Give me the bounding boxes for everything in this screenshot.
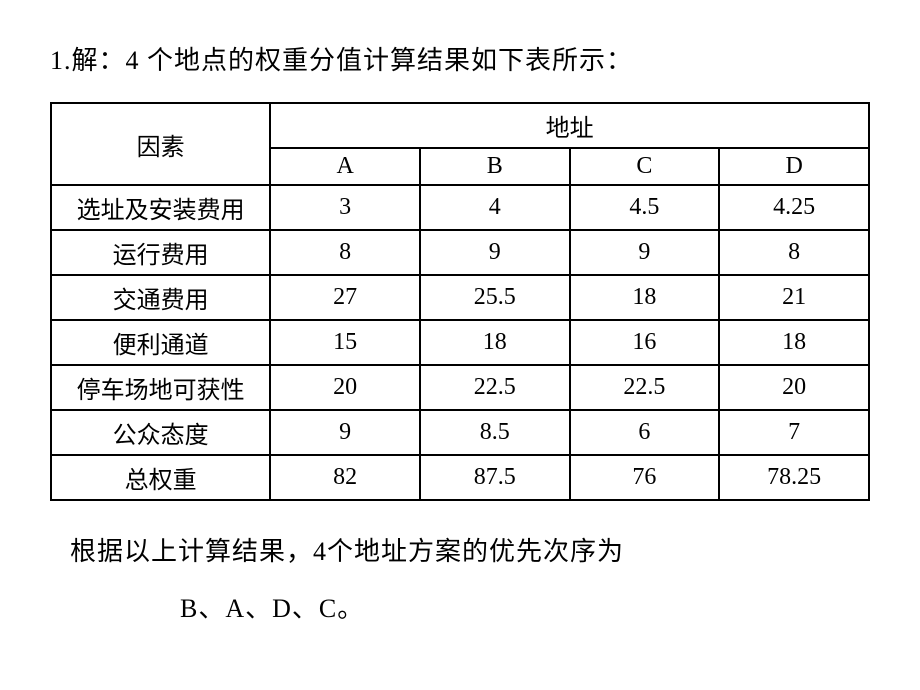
value-cell: 76 (570, 455, 720, 500)
value-cell: 18 (719, 320, 869, 365)
value-cell: 4 (420, 185, 570, 230)
column-header-d: D (719, 148, 869, 185)
value-cell: 7 (719, 410, 869, 455)
value-cell: 18 (420, 320, 570, 365)
location-header-cell: 地址 (270, 103, 869, 148)
ranking-text: B、A、D、C。 (50, 588, 870, 625)
factor-cell: 选址及安装费用 (51, 185, 270, 230)
value-cell: 15 (270, 320, 420, 365)
table-row: 运行费用 8 9 9 8 (51, 230, 869, 275)
value-cell: 16 (570, 320, 720, 365)
value-cell: 20 (270, 365, 420, 410)
table-row: 停车场地可获性 20 22.5 22.5 20 (51, 365, 869, 410)
value-cell: 9 (270, 410, 420, 455)
value-cell: 25.5 (420, 275, 570, 320)
factor-cell: 总权重 (51, 455, 270, 500)
value-cell: 4.25 (719, 185, 869, 230)
value-cell: 78.25 (719, 455, 869, 500)
table-row: 选址及安装费用 3 4 4.5 4.25 (51, 185, 869, 230)
value-cell: 9 (420, 230, 570, 275)
value-cell: 18 (570, 275, 720, 320)
value-cell: 8 (719, 230, 869, 275)
table-row: 便利通道 15 18 16 18 (51, 320, 869, 365)
value-cell: 87.5 (420, 455, 570, 500)
factor-cell: 交通费用 (51, 275, 270, 320)
table-row: 公众态度 9 8.5 6 7 (51, 410, 869, 455)
value-cell: 22.5 (420, 365, 570, 410)
table-row: 总权重 82 87.5 76 78.25 (51, 455, 869, 500)
conclusion-text: 根据以上计算结果，4个地址方案的优先次序为 (50, 531, 870, 568)
factor-cell: 停车场地可获性 (51, 365, 270, 410)
value-cell: 21 (719, 275, 869, 320)
table-row: 交通费用 27 25.5 18 21 (51, 275, 869, 320)
value-cell: 20 (719, 365, 869, 410)
value-cell: 27 (270, 275, 420, 320)
value-cell: 8 (270, 230, 420, 275)
factor-cell: 公众态度 (51, 410, 270, 455)
factor-cell: 运行费用 (51, 230, 270, 275)
column-header-c: C (570, 148, 720, 185)
value-cell: 8.5 (420, 410, 570, 455)
value-cell: 9 (570, 230, 720, 275)
column-header-b: B (420, 148, 570, 185)
value-cell: 22.5 (570, 365, 720, 410)
value-cell: 6 (570, 410, 720, 455)
weight-score-table: 因素 地址 A B C D 选址及安装费用 3 4 4.5 4.25 运行费用 … (50, 102, 870, 501)
value-cell: 82 (270, 455, 420, 500)
heading-text: 1.解：4 个地点的权重分值计算结果如下表所示： (50, 40, 870, 77)
factor-cell: 便利通道 (51, 320, 270, 365)
value-cell: 4.5 (570, 185, 720, 230)
column-header-a: A (270, 148, 420, 185)
factor-header-cell: 因素 (51, 103, 270, 185)
value-cell: 3 (270, 185, 420, 230)
